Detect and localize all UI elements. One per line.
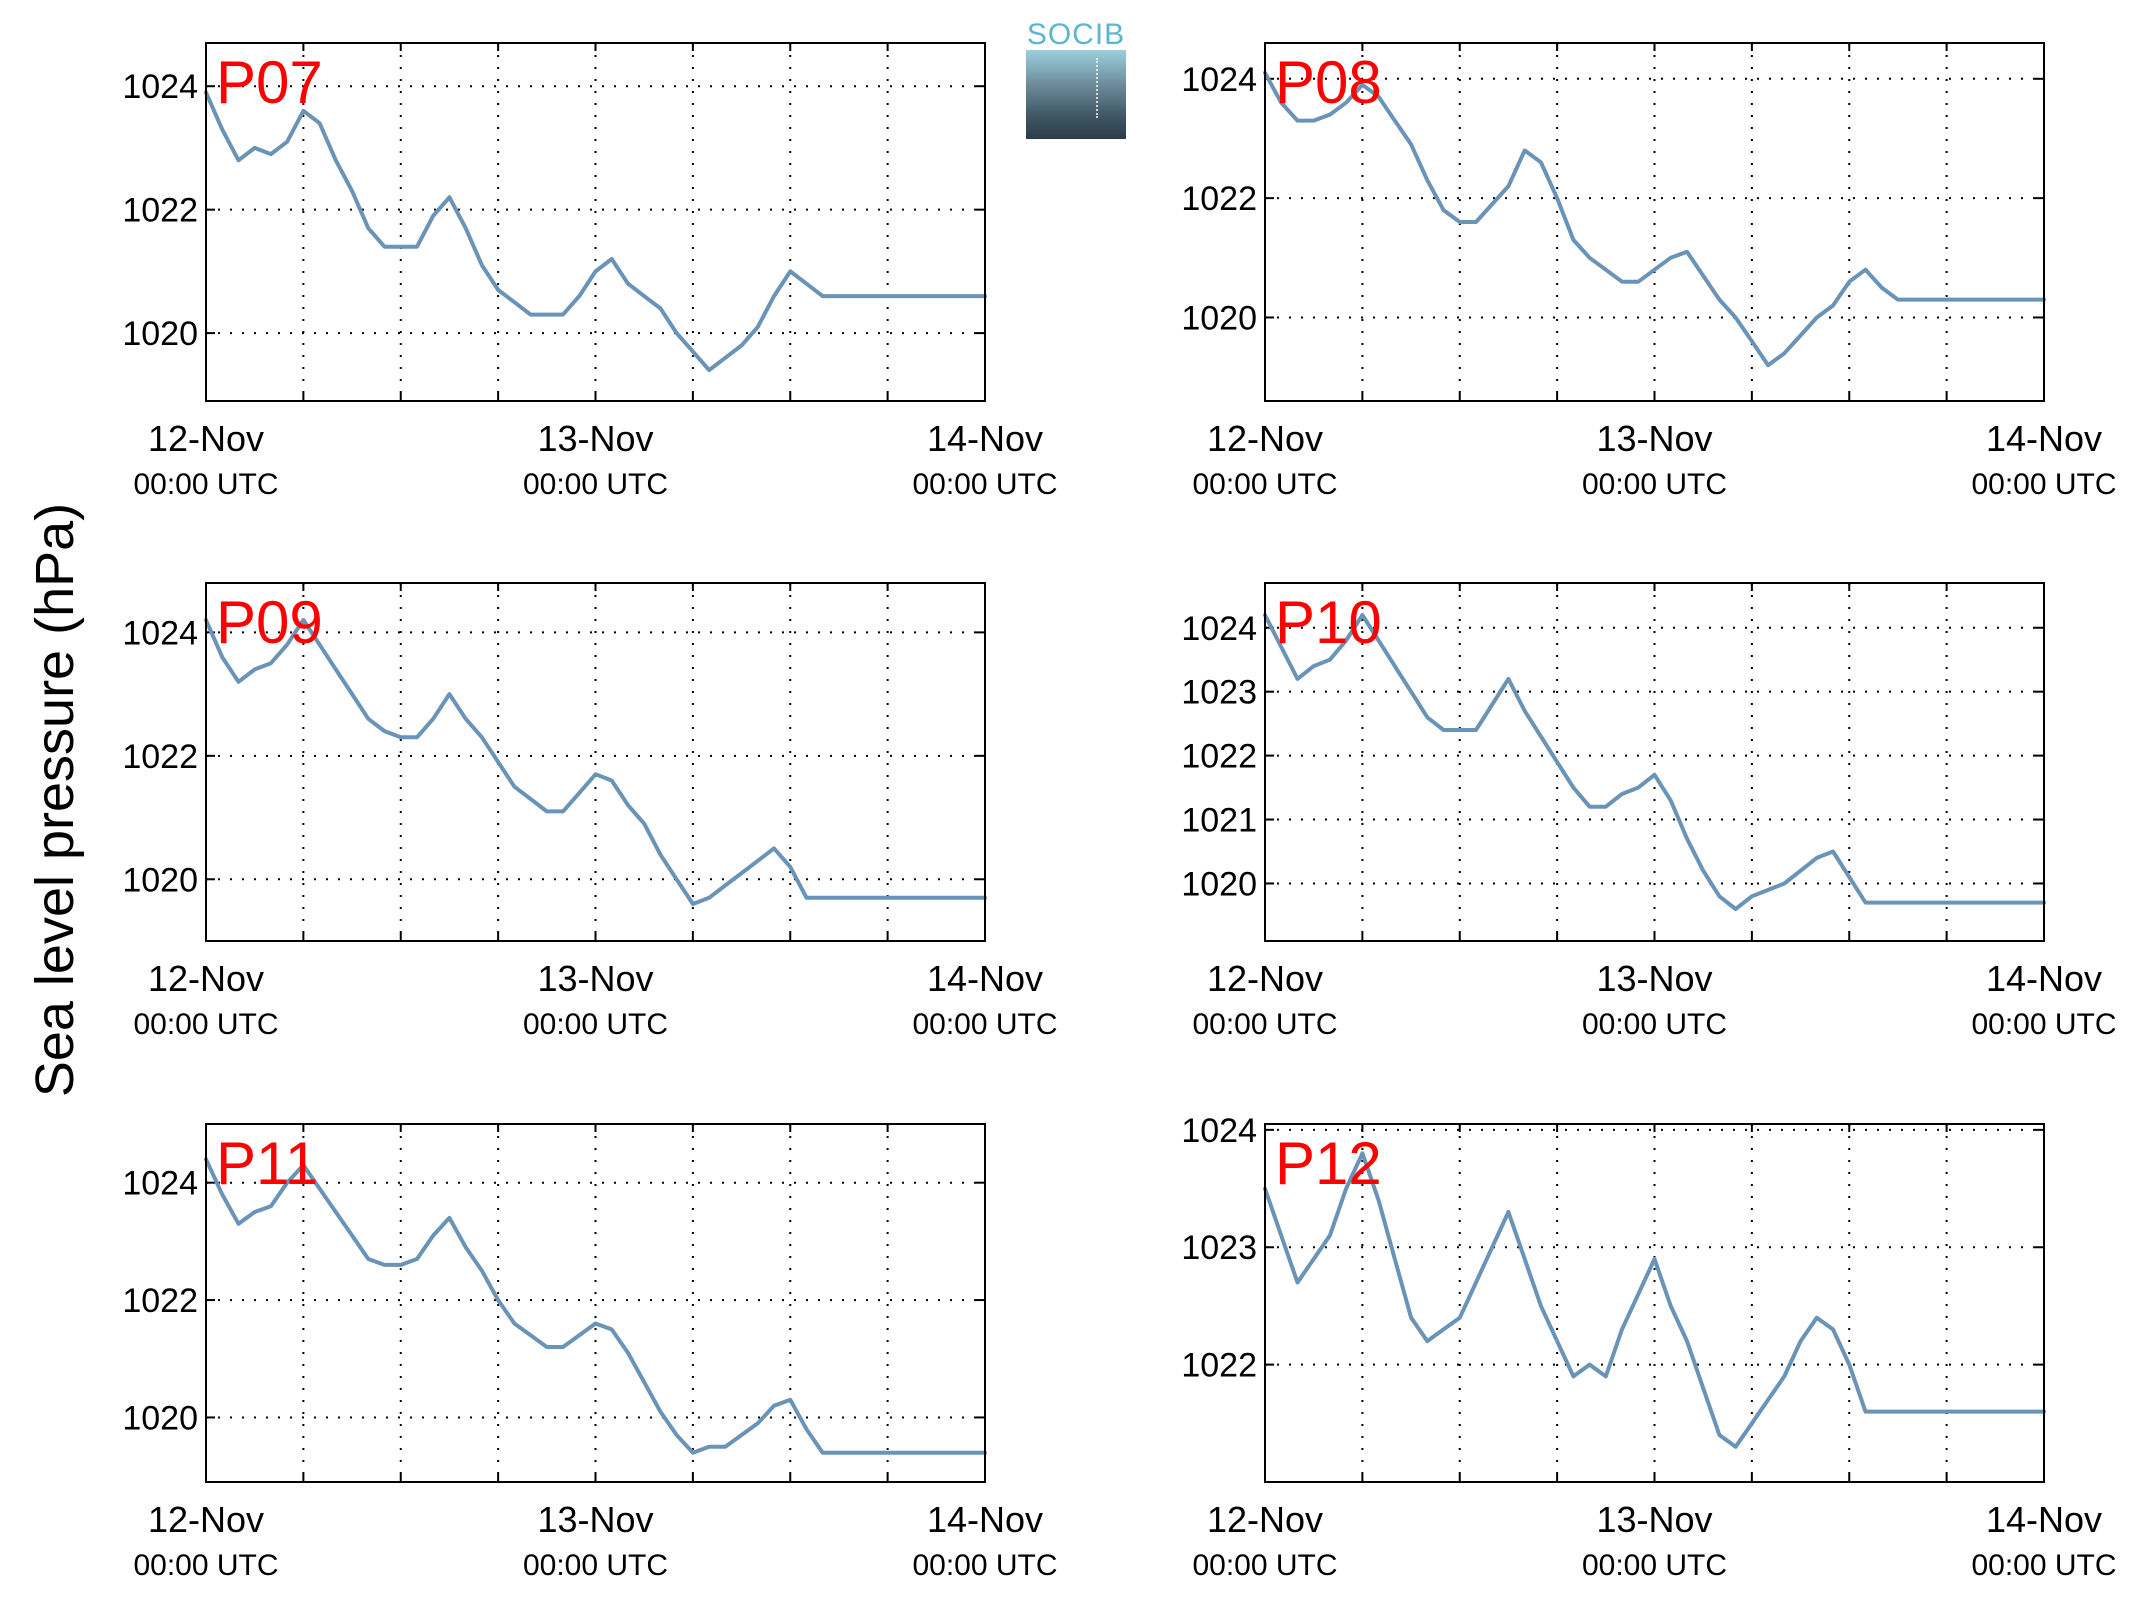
x-tick-label-date: 12-Nov (148, 418, 264, 459)
x-tick-label-date: 14-Nov (927, 1499, 1043, 1540)
chart-panel-p11: 1020 1022 1024 12-Nov 00:00 UTC 13-Nov 00:00 U… (122, 1123, 1058, 1582)
axes-frame (205, 582, 986, 942)
x-tick-label-time: 00:00 UTC (1192, 1549, 1337, 1582)
x-tick-label-date: 14-Nov (927, 418, 1043, 459)
pressure-series-line (1263, 70, 2046, 368)
pressure-series-line (204, 1157, 987, 1455)
x-tick-label-time: 00:00 UTC (1971, 1549, 2116, 1582)
socib-logo: SOCIB (1026, 18, 1126, 139)
x-tick-label-time: 00:00 UTC (1192, 1008, 1337, 1041)
y-tick-label: 1020 (122, 861, 198, 899)
y-tick-label: 1024 (1181, 61, 1257, 99)
y-tick-label: 1024 (1181, 610, 1257, 648)
x-tick-label-date: 12-Nov (148, 1499, 264, 1540)
x-tick-label-date: 13-Nov (1596, 958, 1712, 999)
pressure-series-line (1263, 1151, 2046, 1449)
x-tick-label-time: 00:00 UTC (133, 1549, 278, 1582)
y-tick-label: 1022 (1181, 180, 1257, 218)
logo-text: SOCIB (1026, 18, 1126, 51)
y-tick-label: 1020 (122, 315, 198, 353)
x-tick-label-time: 00:00 UTC (912, 468, 1057, 501)
station-label: P09 (216, 589, 323, 656)
y-tick-label: 1020 (1181, 299, 1257, 337)
y-tick-label: 1024 (1181, 1112, 1257, 1150)
x-tick-label-time: 00:00 UTC (523, 1549, 668, 1582)
axes-frame (1264, 42, 2045, 402)
axes-frame (205, 42, 986, 402)
axes-frame (1264, 582, 2045, 942)
station-label: P12 (1275, 1130, 1382, 1197)
x-tick-label-date: 12-Nov (1207, 958, 1323, 999)
chart-panel-p09: 1020 1022 1024 12-Nov 00:00 UTC 13-Nov 00:00 U… (122, 582, 1058, 1041)
y-tick-label: 1024 (122, 614, 198, 652)
x-tick-label-date: 13-Nov (537, 418, 653, 459)
axes-frame (205, 1123, 986, 1483)
chart-panel-p07: 1020 1022 1024 12-Nov 00:00 UTC 13-Nov 00:00 U… (122, 42, 1058, 501)
y-tick-label: 1021 (1181, 802, 1257, 840)
pressure-series-line (204, 90, 987, 373)
x-tick-label-time: 00:00 UTC (1582, 468, 1727, 501)
x-tick-label-time: 00:00 UTC (523, 1008, 668, 1041)
x-tick-label-date: 12-Nov (1207, 418, 1323, 459)
x-tick-label-time: 00:00 UTC (1971, 1008, 2116, 1041)
y-tick-label: 1022 (122, 1282, 198, 1320)
chart-panel-p08: 1020 1022 1024 12-Nov 00:00 UTC 13-Nov 00:00 U… (1181, 42, 2117, 501)
y-tick-label: 1024 (122, 68, 198, 106)
logo-dotted-line (1096, 58, 1098, 118)
x-tick-label-time: 00:00 UTC (133, 1008, 278, 1041)
y-tick-label: 1024 (122, 1165, 198, 1203)
axes-frame (1264, 1123, 2045, 1483)
y-tick-label: 1020 (122, 1399, 198, 1437)
x-tick-label-time: 00:00 UTC (133, 468, 278, 501)
chart-panel-p10: 1020 1021 1022 1023 1024 12-Nov 00:00 UTC 13-No… (1181, 582, 2117, 1041)
y-tick-label: 1023 (1181, 674, 1257, 712)
y-tick-label: 1023 (1181, 1229, 1257, 1267)
station-label: P10 (1275, 589, 1382, 656)
x-tick-label-date: 12-Nov (148, 958, 264, 999)
x-tick-label-date: 13-Nov (1596, 1499, 1712, 1540)
y-tick-label: 1022 (1181, 1347, 1257, 1385)
y-tick-label: 1020 (1181, 865, 1257, 903)
x-tick-label-date: 12-Nov (1207, 1499, 1323, 1540)
pressure-series-line (204, 618, 987, 906)
pressure-series-line (1263, 613, 2046, 911)
x-tick-label-date: 13-Nov (537, 958, 653, 999)
x-tick-label-date: 14-Nov (1986, 418, 2102, 459)
x-tick-label-time: 00:00 UTC (912, 1549, 1057, 1582)
x-tick-label-date: 14-Nov (1986, 958, 2102, 999)
y-tick-label: 1022 (1181, 738, 1257, 776)
x-tick-label-date: 13-Nov (1596, 418, 1712, 459)
logo-graphic (1026, 50, 1126, 139)
x-tick-label-date: 13-Nov (537, 1499, 653, 1540)
x-tick-label-time: 00:00 UTC (912, 1008, 1057, 1041)
x-tick-label-time: 00:00 UTC (1582, 1008, 1727, 1041)
x-tick-label-time: 00:00 UTC (523, 468, 668, 501)
station-label: P08 (1275, 49, 1382, 116)
chart-panel-p12: 1022 1023 1024 12-Nov 00:00 UTC 13-Nov 00:00 U… (1181, 1112, 2116, 1582)
x-tick-label-date: 14-Nov (1986, 1499, 2102, 1540)
x-tick-label-time: 00:00 UTC (1582, 1549, 1727, 1582)
x-tick-label-time: 00:00 UTC (1192, 468, 1337, 501)
x-tick-label-time: 00:00 UTC (1971, 468, 2116, 501)
station-label: P07 (216, 49, 323, 116)
y-tick-label: 1022 (122, 192, 198, 230)
station-label: P11 (216, 1130, 318, 1197)
x-tick-label-date: 14-Nov (927, 958, 1043, 999)
y-tick-label: 1022 (122, 738, 198, 776)
